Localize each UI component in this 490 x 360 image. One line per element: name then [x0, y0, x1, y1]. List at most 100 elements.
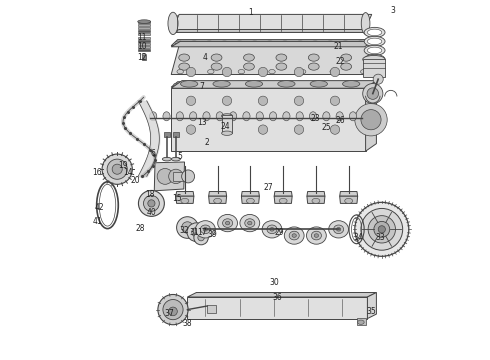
- Ellipse shape: [312, 198, 320, 203]
- Ellipse shape: [337, 228, 341, 231]
- Ellipse shape: [364, 54, 385, 64]
- Text: 42: 42: [95, 202, 104, 212]
- Ellipse shape: [244, 54, 254, 61]
- Circle shape: [258, 125, 268, 134]
- Circle shape: [192, 228, 201, 237]
- Polygon shape: [154, 162, 185, 191]
- Ellipse shape: [310, 81, 327, 87]
- Text: 24: 24: [220, 122, 230, 131]
- Text: 25: 25: [321, 123, 331, 132]
- Circle shape: [182, 170, 195, 183]
- Bar: [139, 33, 150, 36]
- Circle shape: [157, 168, 173, 184]
- Ellipse shape: [368, 56, 382, 63]
- Text: 21: 21: [334, 42, 343, 51]
- Ellipse shape: [175, 41, 183, 44]
- Ellipse shape: [356, 41, 365, 44]
- Ellipse shape: [246, 198, 254, 203]
- Bar: [357, 318, 366, 325]
- Ellipse shape: [311, 41, 319, 44]
- Circle shape: [361, 208, 403, 250]
- Circle shape: [374, 221, 390, 237]
- Ellipse shape: [281, 41, 289, 44]
- Polygon shape: [176, 192, 194, 196]
- Text: 37: 37: [165, 309, 174, 318]
- Circle shape: [373, 74, 383, 84]
- Ellipse shape: [278, 81, 295, 87]
- Ellipse shape: [349, 112, 357, 121]
- Ellipse shape: [211, 54, 222, 61]
- Ellipse shape: [368, 29, 382, 36]
- Polygon shape: [366, 81, 376, 151]
- Polygon shape: [274, 192, 292, 196]
- Circle shape: [294, 67, 304, 77]
- Text: 33: 33: [375, 233, 385, 242]
- Text: 41: 41: [93, 217, 102, 226]
- Ellipse shape: [180, 81, 198, 87]
- Ellipse shape: [361, 13, 370, 34]
- Ellipse shape: [364, 27, 385, 37]
- Ellipse shape: [266, 41, 274, 44]
- Ellipse shape: [190, 41, 198, 44]
- Bar: [207, 305, 216, 313]
- Ellipse shape: [240, 215, 260, 232]
- Ellipse shape: [340, 83, 348, 86]
- Text: 23: 23: [310, 114, 320, 123]
- Ellipse shape: [341, 41, 350, 44]
- Bar: [139, 36, 150, 39]
- Circle shape: [148, 200, 155, 207]
- Circle shape: [186, 67, 196, 77]
- Ellipse shape: [358, 320, 364, 324]
- Text: 10: 10: [138, 42, 147, 51]
- Bar: [139, 21, 150, 23]
- Circle shape: [186, 125, 196, 134]
- Ellipse shape: [221, 131, 232, 135]
- Bar: [164, 132, 170, 137]
- Ellipse shape: [314, 234, 319, 237]
- Ellipse shape: [294, 83, 303, 86]
- Text: 16: 16: [93, 168, 102, 177]
- Ellipse shape: [245, 81, 263, 87]
- Polygon shape: [307, 192, 325, 196]
- Bar: [139, 30, 150, 32]
- Ellipse shape: [296, 41, 304, 44]
- Ellipse shape: [307, 227, 326, 244]
- Circle shape: [187, 223, 206, 242]
- Circle shape: [222, 67, 232, 77]
- Text: 20: 20: [130, 176, 140, 185]
- Circle shape: [163, 300, 183, 320]
- Ellipse shape: [326, 41, 335, 44]
- Ellipse shape: [189, 83, 197, 86]
- Circle shape: [194, 230, 208, 245]
- Ellipse shape: [244, 63, 254, 70]
- Ellipse shape: [296, 112, 303, 121]
- Ellipse shape: [142, 54, 147, 56]
- Text: 28: 28: [136, 224, 146, 233]
- Ellipse shape: [225, 221, 230, 225]
- Ellipse shape: [276, 63, 287, 70]
- Polygon shape: [171, 14, 372, 32]
- Text: 1: 1: [248, 8, 253, 17]
- Circle shape: [258, 96, 268, 105]
- Ellipse shape: [280, 83, 288, 86]
- Ellipse shape: [243, 112, 250, 121]
- Circle shape: [107, 159, 127, 179]
- Ellipse shape: [208, 69, 214, 74]
- Ellipse shape: [250, 41, 259, 44]
- Text: 22: 22: [336, 57, 345, 66]
- Polygon shape: [209, 196, 227, 203]
- Ellipse shape: [330, 69, 337, 74]
- Ellipse shape: [163, 112, 170, 121]
- Text: 18: 18: [145, 190, 154, 199]
- Ellipse shape: [174, 83, 182, 86]
- Polygon shape: [171, 30, 372, 32]
- Text: 32: 32: [179, 226, 189, 235]
- Polygon shape: [171, 88, 366, 151]
- Polygon shape: [171, 41, 373, 47]
- Circle shape: [330, 67, 340, 77]
- Circle shape: [222, 125, 232, 134]
- Circle shape: [355, 202, 409, 256]
- Circle shape: [169, 307, 177, 316]
- Circle shape: [182, 222, 193, 233]
- Text: 29: 29: [274, 228, 284, 237]
